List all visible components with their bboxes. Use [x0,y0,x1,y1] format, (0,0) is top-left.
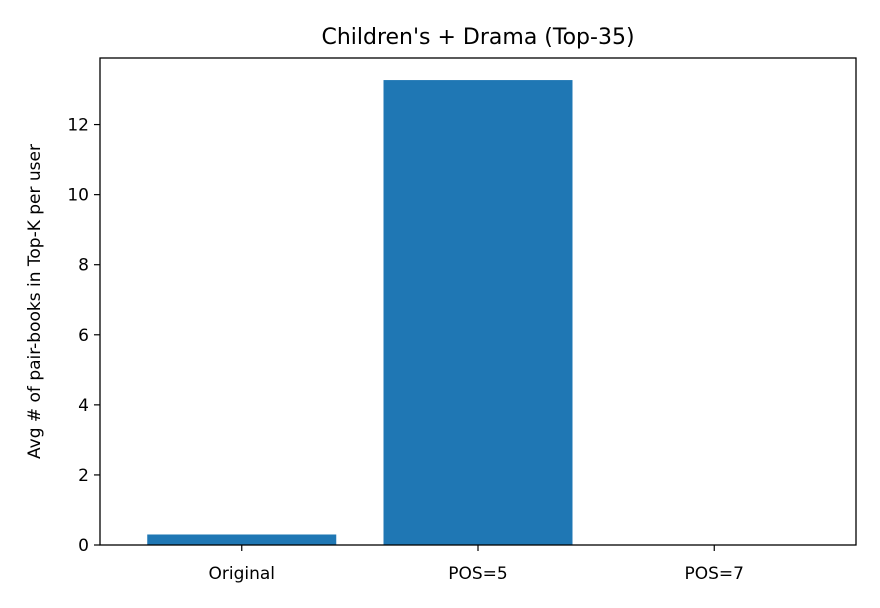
chart-title: Children's + Drama (Top-35) [321,25,634,50]
bar-pos-5 [383,80,573,545]
bars-group [147,80,573,545]
y-tick-label: 0 [78,536,89,556]
plot-frame [99,57,857,546]
y-tick-label: 8 [78,256,89,276]
x-axis-ticks: Original POS=5 POS=7 [208,545,744,584]
x-tick-label: Original [208,564,275,584]
x-tick-label: POS=5 [448,564,507,584]
x-tick-label: POS=7 [685,564,744,584]
y-tick-label: 6 [78,326,89,346]
y-tick-label: 4 [78,396,89,416]
bar-original [147,534,337,545]
y-tick-label: 10 [67,186,89,206]
y-tick-label: 2 [78,466,89,486]
y-tick-label: 12 [67,116,89,136]
y-axis-label: Avg # of pair-books in Top-K per user [25,144,45,459]
y-axis-ticks: 0 2 4 6 8 10 12 [67,116,100,556]
